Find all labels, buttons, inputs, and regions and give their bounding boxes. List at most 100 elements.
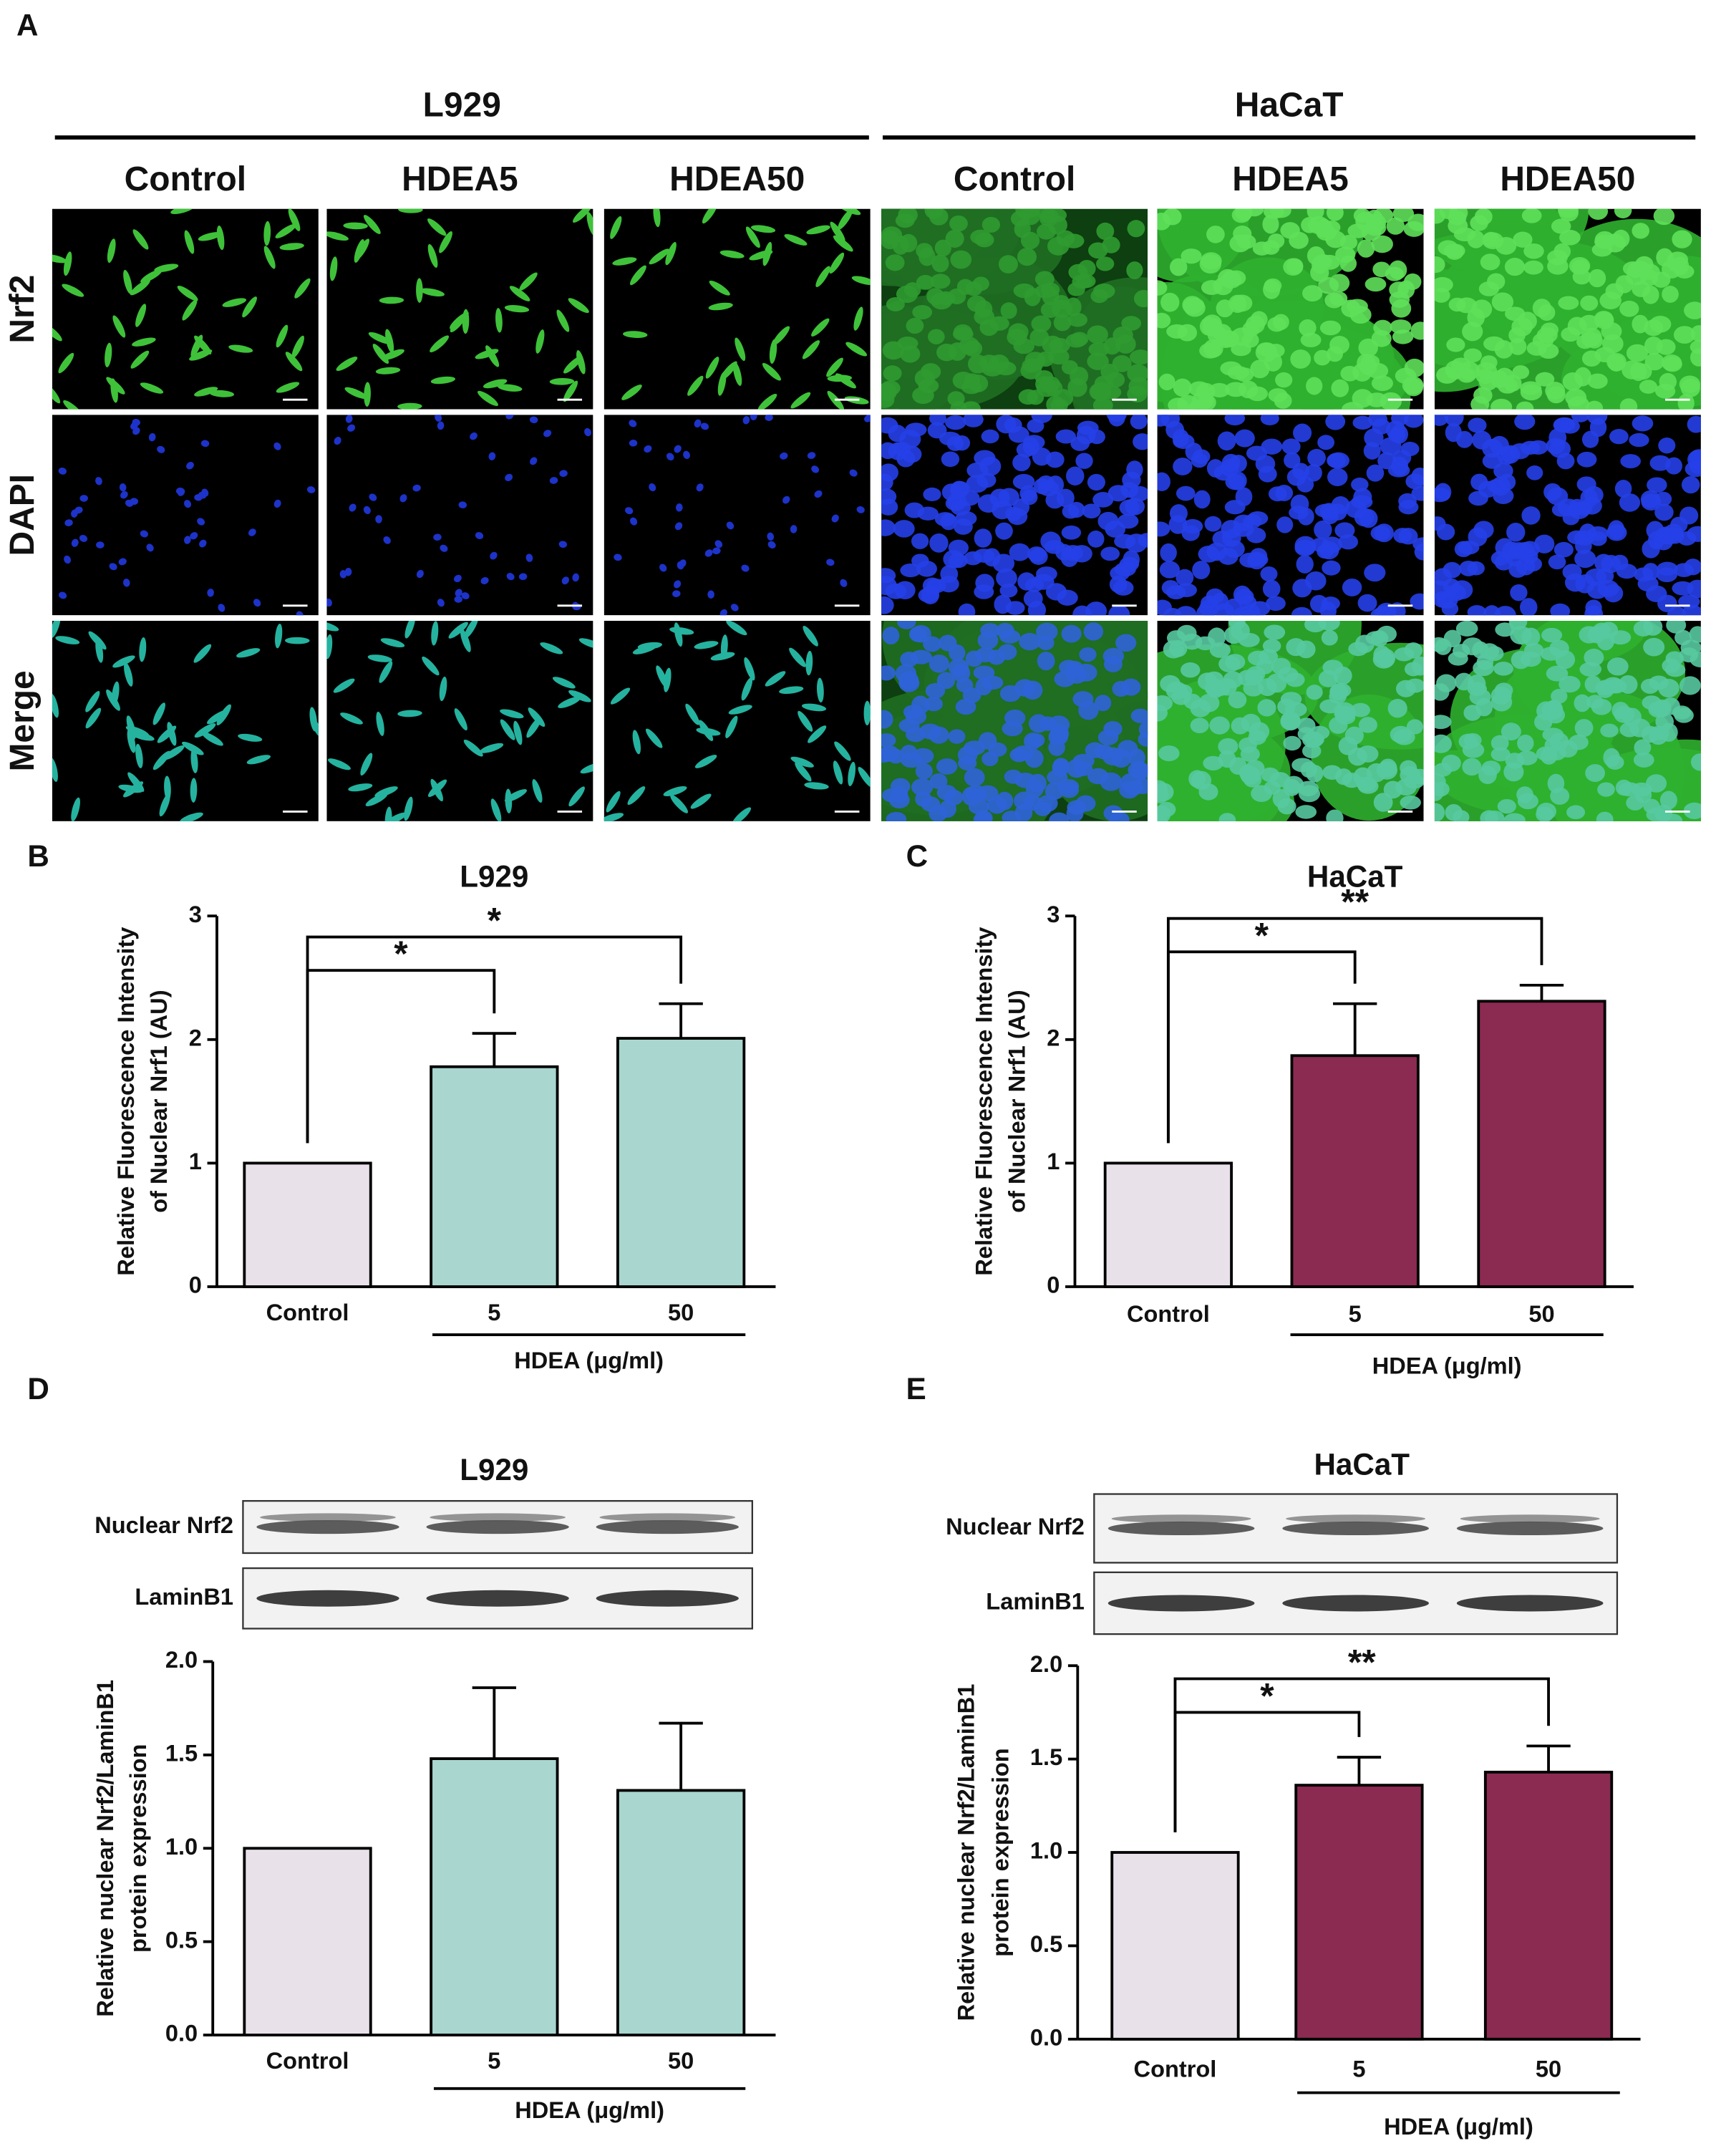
cell (549, 477, 558, 484)
cell (1246, 527, 1266, 543)
cell (140, 382, 164, 394)
cell (1639, 380, 1658, 394)
cell (663, 667, 672, 692)
cell (55, 636, 80, 644)
cell (130, 498, 139, 506)
cell (1398, 493, 1417, 509)
cell (1061, 525, 1082, 540)
cell (1182, 296, 1203, 314)
cell (1002, 721, 1023, 737)
cell (540, 642, 563, 654)
cell (85, 707, 102, 729)
cell (1681, 475, 1700, 494)
cell (741, 564, 750, 572)
cell (798, 710, 813, 732)
cell (291, 335, 304, 359)
cell (1463, 348, 1482, 363)
cell (694, 755, 717, 768)
cell (1667, 606, 1687, 616)
cell (1659, 372, 1677, 391)
cell (1087, 352, 1109, 370)
cell (1684, 301, 1701, 319)
cell (344, 567, 352, 576)
cell (437, 599, 445, 607)
cell (238, 733, 263, 742)
cell (1218, 813, 1236, 821)
blot-band (1282, 1595, 1429, 1612)
cell (833, 235, 853, 252)
cell (1566, 805, 1586, 820)
cell (1198, 693, 1220, 712)
cell (246, 755, 271, 765)
cell (1468, 417, 1487, 433)
cell (603, 813, 624, 821)
cell (1166, 324, 1188, 339)
cell (629, 265, 646, 286)
cell (1553, 243, 1571, 260)
cell (911, 778, 934, 796)
cell (1648, 725, 1669, 740)
cell (1680, 639, 1701, 656)
cell (1218, 548, 1238, 565)
cell (1392, 450, 1412, 466)
cell (1379, 758, 1397, 777)
cell (500, 719, 515, 740)
cell (470, 432, 478, 440)
cell (374, 786, 398, 798)
cell (1291, 758, 1314, 773)
cell (1087, 473, 1105, 491)
cell (1133, 433, 1148, 450)
cell (1579, 314, 1600, 332)
cell (1506, 523, 1526, 542)
cell (1319, 320, 1342, 336)
cell (1571, 259, 1590, 274)
cell (1277, 798, 1296, 815)
cell (1264, 624, 1286, 640)
cell (1263, 280, 1281, 299)
cell (1128, 377, 1148, 397)
cell (974, 528, 992, 548)
cell (1434, 683, 1450, 701)
cell (1225, 654, 1246, 670)
blot-band (599, 1513, 736, 1522)
cell (1082, 503, 1101, 519)
cell (1120, 482, 1139, 498)
cell (1600, 723, 1619, 738)
cell (1536, 803, 1556, 821)
cell (779, 686, 804, 695)
cell (1280, 712, 1301, 731)
cell (826, 357, 843, 377)
cell (519, 272, 538, 291)
cell (190, 748, 198, 773)
cell (940, 565, 959, 584)
blot-band (430, 1513, 566, 1522)
cell (1495, 622, 1515, 637)
column-header: HDEA5 (402, 160, 518, 198)
cell (71, 797, 80, 821)
cell (372, 344, 389, 364)
cell (490, 551, 498, 560)
cell (1352, 415, 1373, 430)
cell (1227, 366, 1249, 380)
cell (140, 269, 163, 283)
cell (1269, 208, 1291, 218)
group-label: HDEA (μg/ml) (1372, 1353, 1522, 1379)
cell (1434, 516, 1446, 531)
cell (918, 587, 939, 603)
cell (364, 382, 371, 407)
cell (1190, 717, 1209, 734)
cell (427, 779, 447, 798)
cell (543, 430, 552, 438)
cell (1330, 682, 1352, 698)
cell (1643, 637, 1665, 657)
cell (1581, 331, 1599, 347)
blot-band (1282, 1521, 1429, 1536)
y-axis-label: Relative nuclear Nrf2/LaminB1 (92, 1680, 118, 2017)
y-axis-label: Relative Fluorescence Intensity (112, 927, 139, 1276)
cell (1034, 284, 1056, 299)
cell (1366, 464, 1385, 482)
cell (1584, 648, 1604, 667)
cell (1480, 253, 1501, 271)
cell (568, 298, 589, 313)
cell (1453, 810, 1470, 821)
